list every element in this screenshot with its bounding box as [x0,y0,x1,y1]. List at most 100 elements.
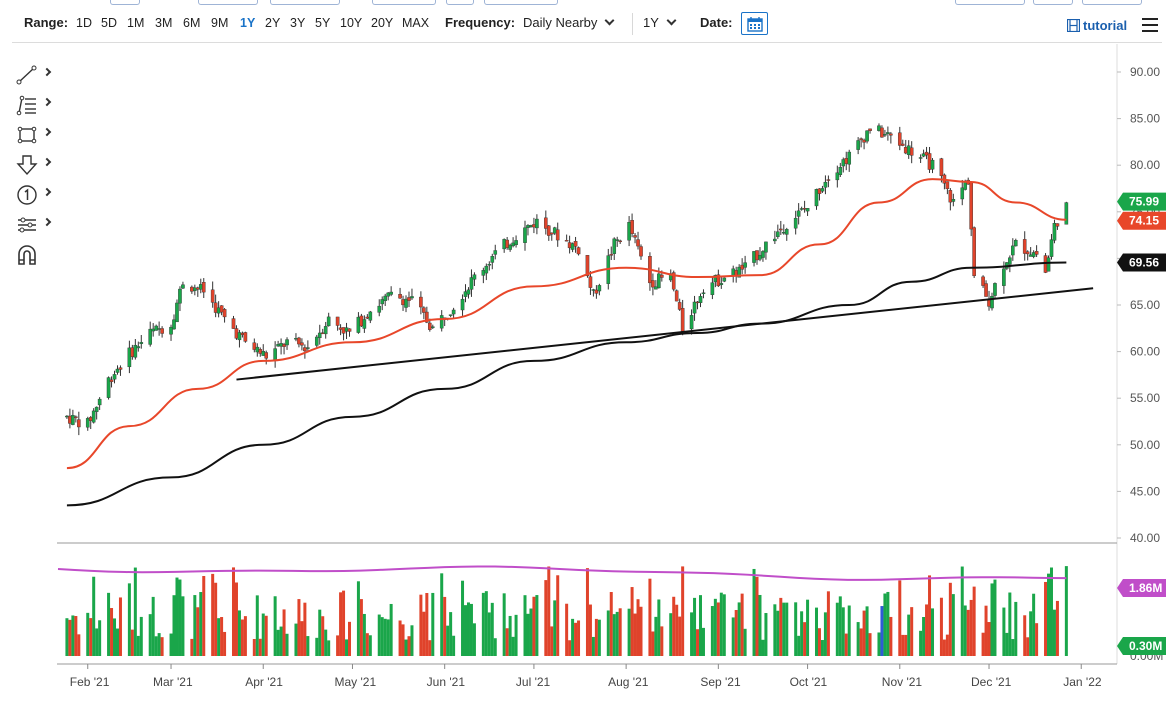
film-icon [1067,19,1080,32]
candle-body [776,231,780,237]
volume-bar [928,575,932,656]
candle-body [549,232,554,235]
range-9m[interactable]: 9M [211,16,229,30]
candle-body [115,368,120,373]
volume-bar [883,593,887,656]
candle-body [781,231,786,234]
menu-hamburger-icon[interactable] [1142,18,1158,32]
chart-area[interactable]: 90.0085.0080.0075.0070.0065.0060.0055.00… [0,44,1174,702]
candle-body [1049,239,1054,257]
candle-body [252,342,257,350]
candle-body [960,187,965,200]
candle-body [365,316,370,319]
volume-bar [115,628,119,656]
date-picker-button[interactable] [741,12,768,35]
candle-body [764,241,768,253]
candle-body [529,225,533,227]
range-3m[interactable]: 3M [155,16,173,30]
volume-bar [1023,615,1027,656]
y-tick-label: 50.00 [1130,438,1160,452]
range-1d[interactable]: 1D [76,16,92,30]
candle-body [535,218,539,229]
candle-body [680,308,685,332]
range-5y[interactable]: 5Y [315,16,331,30]
range-label: Range: [24,15,69,30]
period-select[interactable]: 1Y [643,15,677,30]
fib-tool-icon [16,95,36,116]
candle-body [88,417,93,421]
candle-body [526,225,530,228]
candle-body [576,247,581,255]
candle-body [106,377,111,398]
volume-bar [1049,567,1053,656]
arrow-tool[interactable] [14,150,54,180]
volume-bar [597,619,601,656]
range-20y[interactable]: 20Y [371,16,394,30]
ma-slow-tag-bg [1117,253,1166,272]
range-1m[interactable]: 1M [127,16,145,30]
volume-bar [1055,600,1059,656]
candle-body [448,314,453,316]
volume-bar [1047,573,1051,656]
settings-tool[interactable] [14,210,54,240]
volume-bar [398,620,402,656]
candle-body [1052,223,1057,241]
range-5d[interactable]: 5D [101,16,117,30]
range-3y[interactable]: 3Y [290,16,306,30]
candle-body [243,332,248,342]
volume-bar [841,607,845,656]
x-tick-label: Feb '21 [70,675,110,689]
volume-bar [823,612,827,656]
volume-bar [743,628,747,656]
candle-body [945,181,950,189]
candle-body [344,327,349,332]
candle-body [609,254,614,256]
volume-bar [776,610,780,656]
volume-bar [472,623,476,656]
fib-tool[interactable] [14,90,54,120]
volume-bar [835,602,839,656]
marker-tool[interactable] [14,180,54,210]
volume-bar [487,612,491,656]
tutorial-link[interactable]: tutorial [1067,18,1127,33]
frequency-select[interactable]: Daily Nearby [523,15,615,30]
chevron-down-icon [604,15,615,26]
volume-bar [571,618,575,656]
volume-bar [324,629,328,656]
candle-body [91,410,96,423]
volume-bar [160,637,164,656]
volume-bar [127,583,131,656]
candle-body [175,302,179,323]
volume-bar [826,591,830,656]
candle-body [820,188,825,192]
rectangle-tool[interactable] [14,120,54,150]
magnet-tool[interactable] [14,240,54,270]
range-2y[interactable]: 2Y [265,16,281,30]
volume-bar [466,602,470,656]
candle-body [734,270,738,276]
volume-bar [306,636,310,656]
range-1y[interactable]: 1Y [240,16,256,30]
range-10y[interactable]: 10Y [340,16,363,30]
candle-body [216,307,221,314]
volume-bar [797,635,801,656]
candle-body [466,289,471,295]
calendar-icon [747,17,763,32]
y-tick-label: 80.00 [1130,158,1160,172]
candle-body [814,189,819,207]
volume-bar [984,605,988,656]
range-6m[interactable]: 6M [183,16,201,30]
volume-bar [755,576,759,656]
volume-bar [639,606,643,656]
volume-bar [169,633,173,656]
candle-body [880,127,884,138]
ma-fast-line [66,178,1067,470]
line-tool[interactable] [14,60,54,90]
candle-body [737,266,741,278]
volume-bar [77,634,81,656]
volume-bar [449,612,453,656]
range-max[interactable]: MAX [402,16,430,30]
x-axis-ticks: Feb '21 Mar '21 Apr '21 May '21 Jun '21 Jul '… [70,664,1102,689]
volume-bar [577,620,581,656]
candlesticks [65,123,1069,436]
